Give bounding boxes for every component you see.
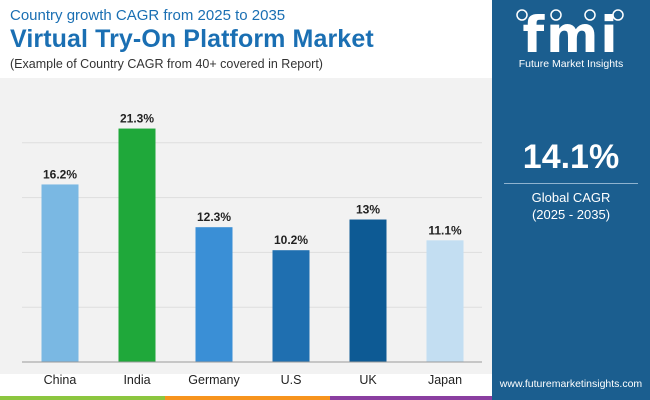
bar-uk: [349, 219, 387, 362]
bar-germany: [195, 227, 233, 362]
x-tick-label: China: [44, 373, 77, 387]
bottom-accent-bar: [330, 396, 492, 400]
chart-title: Virtual Try-On Platform Market: [10, 25, 374, 53]
bottom-accent-bar: [165, 396, 330, 400]
bottom-accent-bar: [492, 396, 650, 400]
x-tick-label: U.S: [281, 373, 302, 387]
data-label: 12.3%: [197, 210, 231, 224]
global-cagr-label: Global CAGR: [531, 190, 611, 205]
logo-subtitle: Future Market Insights: [518, 58, 624, 70]
sidebar: fmi Future Market Insights 14.1% Global …: [492, 0, 650, 400]
bar-chart: 16.2% China 21.3% India 12.3% Germany 10.2% U.S…: [22, 112, 482, 387]
logo-icons: [516, 9, 624, 21]
bar-india: [118, 128, 156, 362]
data-label: 10.2%: [274, 233, 308, 247]
bar-japan: [426, 240, 464, 362]
data-label: 16.2%: [43, 167, 77, 181]
x-tick-label: UK: [359, 373, 377, 387]
x-tick-label: India: [123, 373, 150, 387]
global-cagr-value: 14.1%: [522, 138, 620, 176]
bar-u-s: [272, 250, 310, 362]
header: Country growth CAGR from 2025 to 2035 Vi…: [0, 0, 492, 76]
data-label: 13%: [356, 203, 380, 217]
x-tick-label: Japan: [428, 373, 462, 387]
website-link[interactable]: www.futuremarketinsights.com: [499, 378, 643, 390]
chart-note: (Example of Country CAGR from 40+ covere…: [10, 57, 323, 71]
divider: [504, 183, 638, 184]
bar-china: [41, 184, 79, 362]
chart-subtitle: Country growth CAGR from 2025 to 2035: [10, 7, 286, 24]
data-label: 11.1%: [428, 223, 462, 237]
global-cagr-period: (2025 - 2035): [531, 207, 611, 222]
data-label: 21.3%: [120, 112, 154, 126]
x-tick-label: Germany: [188, 373, 240, 387]
fmi-logo: fmi: [522, 6, 620, 64]
bottom-accent-bar: [0, 396, 165, 400]
plot-area: [0, 78, 492, 374]
